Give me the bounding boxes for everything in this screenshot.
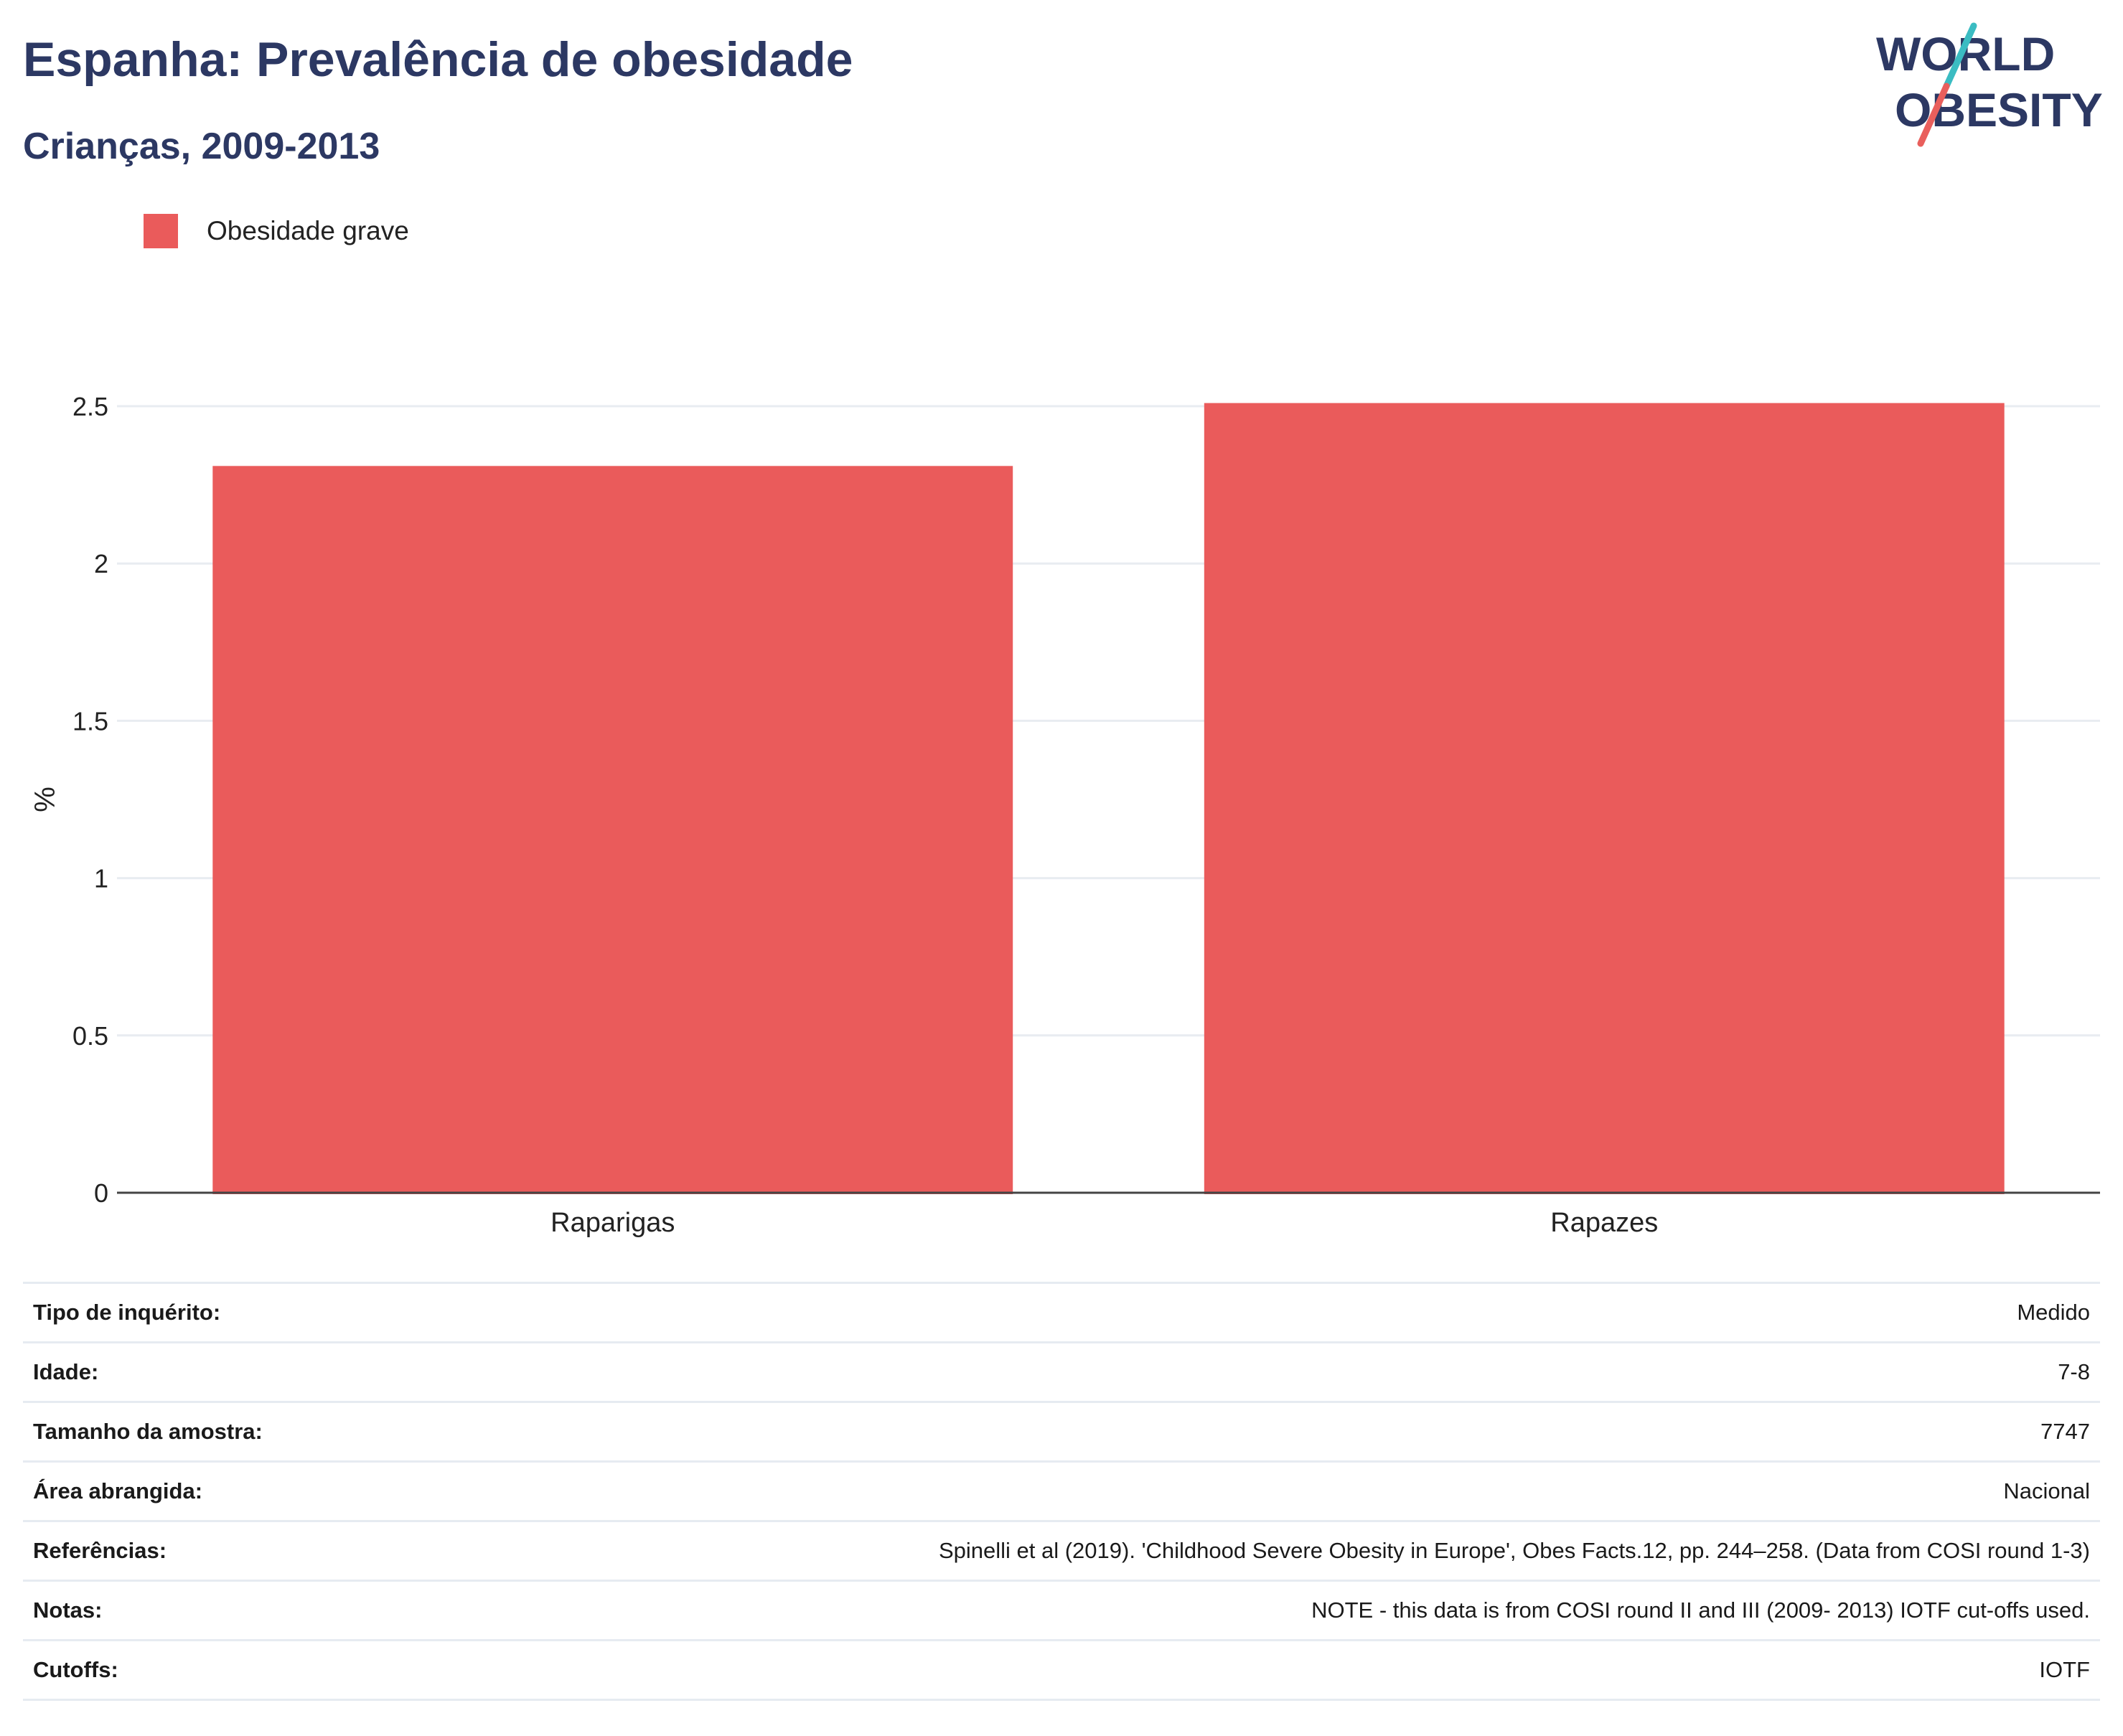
info-value: Medido xyxy=(545,1282,2100,1343)
page-subtitle: Crianças, 2009-2013 xyxy=(23,126,380,167)
survey-info-table: Tipo de inquérito: Medido Idade: 7-8 Tam… xyxy=(23,1282,2100,1701)
y-tick-label: 1.5 xyxy=(72,706,108,736)
y-tick-label: 1 xyxy=(94,864,108,893)
info-row: Idade: 7-8 xyxy=(23,1341,2100,1402)
info-row: Tamanho da amostra: 7747 xyxy=(23,1401,2100,1462)
y-tick-label: 2 xyxy=(94,549,108,578)
info-value: 7-8 xyxy=(545,1341,2100,1402)
info-key: Cutoffs: xyxy=(23,1639,545,1701)
bar xyxy=(212,466,1013,1194)
x-tick-label: Rapazes xyxy=(1550,1208,1658,1238)
y-tick-label: 2.5 xyxy=(72,392,108,421)
info-row: Área abrangida: Nacional xyxy=(23,1460,2100,1521)
info-row: Tipo de inquérito: Medido xyxy=(23,1282,2100,1343)
info-value: IOTF xyxy=(545,1639,2100,1701)
info-value: 7747 xyxy=(545,1401,2100,1462)
legend-swatch xyxy=(144,214,178,248)
info-key: Tipo de inquérito: xyxy=(23,1282,545,1343)
info-key: Referências: xyxy=(23,1520,545,1581)
info-value: Nacional xyxy=(545,1460,2100,1521)
legend: Obesidade grave xyxy=(144,214,409,248)
page-title: Espanha: Prevalência de obesidade xyxy=(23,32,853,87)
legend-label: Obesidade grave xyxy=(207,216,409,245)
world-obesity-logo: WORLD OBESITY xyxy=(1876,22,2103,147)
info-row: Referências: Spinelli et al (2019). 'Chi… xyxy=(23,1520,2100,1581)
logo-slash-red xyxy=(1917,83,1950,147)
info-row: Cutoffs: IOTF xyxy=(23,1639,2100,1701)
info-key: Área abrangida: xyxy=(23,1460,545,1521)
info-row: Notas: NOTE - this data is from COSI rou… xyxy=(23,1580,2100,1641)
y-tick-label: 0.5 xyxy=(72,1021,108,1051)
info-value: Spinelli et al (2019). 'Childhood Severe… xyxy=(545,1520,2100,1581)
y-tick-label: 0 xyxy=(94,1178,108,1208)
info-key: Idade: xyxy=(23,1341,545,1402)
info-key: Notas: xyxy=(23,1580,545,1641)
info-key: Tamanho da amostra: xyxy=(23,1401,545,1462)
logo-line1: WORLD xyxy=(1876,27,2055,80)
info-value: NOTE - this data is from COSI round II a… xyxy=(545,1580,2100,1641)
bar xyxy=(1204,403,2005,1195)
y-axis-title: % xyxy=(29,787,61,812)
bar-chart: 0 0.5 1 1.5 2 2.5 Raparigas Rapazes% xyxy=(29,392,2100,1238)
x-tick-label: Raparigas xyxy=(550,1208,675,1238)
logo-slash-teal xyxy=(1943,22,1977,90)
